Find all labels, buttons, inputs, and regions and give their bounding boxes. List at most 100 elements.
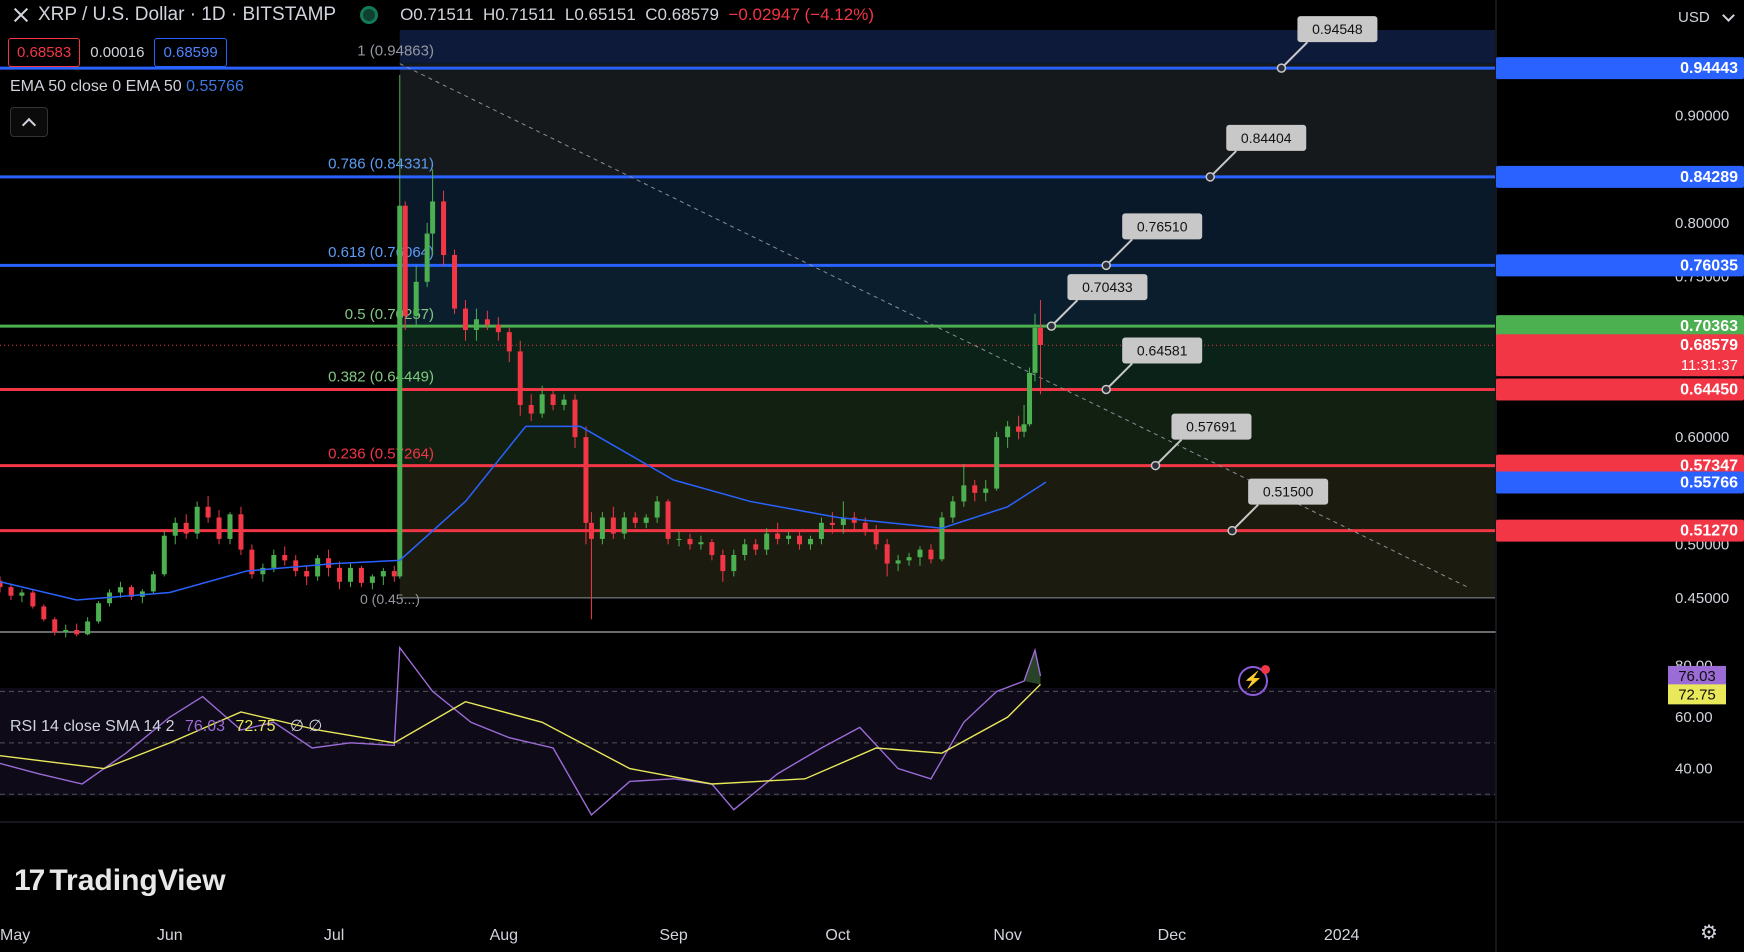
- callout-box: [1067, 274, 1148, 301]
- callout-anchor: [1101, 260, 1111, 271]
- candle-body: [873, 531, 879, 545]
- time-tick-label: Aug: [490, 927, 518, 944]
- candle-body: [506, 332, 512, 352]
- candle-body: [430, 201, 436, 234]
- candle-body: [840, 517, 846, 525]
- callout-box: [1171, 413, 1252, 440]
- candle-body: [1016, 426, 1022, 432]
- candle-body: [96, 603, 102, 622]
- price-tick-label: 0.45000: [1675, 590, 1729, 607]
- candle-body: [550, 394, 556, 405]
- candle-body: [484, 319, 490, 325]
- candle-body: [797, 535, 803, 545]
- gear-icon[interactable]: ⚙: [1700, 922, 1718, 944]
- candle-body: [304, 571, 310, 577]
- price-axis-label-bg: [1496, 454, 1744, 477]
- candle-body: [216, 517, 222, 539]
- currency-selector[interactable]: USD: [1670, 2, 1744, 32]
- candle-body: [643, 517, 649, 523]
- candle-body: [517, 351, 523, 405]
- ema-legend-label: EMA 50 close 0 EMA 50: [10, 78, 182, 95]
- callout-box: [1122, 337, 1203, 364]
- price-tick-label: 0.90000: [1675, 108, 1729, 125]
- candle-body: [528, 405, 534, 414]
- fib-zone: [399, 265, 1495, 328]
- ema50-line: [0, 425, 1047, 601]
- ema-legend[interactable]: EMA 50 close 0 EMA 50 0.55766: [10, 78, 244, 96]
- callout-label: 0.64581: [1137, 342, 1188, 358]
- price-axis-label-bg: [1496, 519, 1744, 542]
- time-tick-label: Nov: [993, 927, 1021, 944]
- price-axis-label-bg: [1496, 471, 1744, 494]
- callout-pointer: [1231, 503, 1259, 532]
- currency-label: USD: [1678, 8, 1710, 26]
- rsi-tick-label: 40.00: [1675, 761, 1713, 778]
- candle-body: [851, 517, 857, 523]
- candle-body: [632, 517, 638, 523]
- candle-body: [1021, 424, 1027, 432]
- candle-body: [895, 560, 901, 564]
- callout-anchor: [1150, 460, 1161, 471]
- price-tick-label: 0.80000: [1675, 215, 1729, 232]
- price-axis-label: 0.68579: [1680, 337, 1738, 354]
- callout-label: 0.84404: [1241, 130, 1292, 146]
- candle-body: [731, 555, 737, 572]
- fib-level-label: 0 (0.45...): [360, 591, 420, 607]
- callout-anchor: [1205, 172, 1215, 182]
- sell-price-button[interactable]: 0.68583: [8, 38, 81, 67]
- candle-body: [588, 522, 594, 539]
- close-icon[interactable]: [12, 6, 30, 24]
- fib-level-label: 0.618 (0.76064): [328, 244, 434, 261]
- callout-label: 0.51500: [1263, 484, 1314, 500]
- candle-body: [347, 567, 353, 582]
- collapse-legend-button[interactable]: [10, 107, 48, 137]
- fib-zone: [399, 63, 1495, 177]
- price-axis-label-bg: [1496, 378, 1744, 401]
- rsi-sma-axis-label-bg: [1668, 684, 1726, 705]
- high-value: H0.71511: [482, 5, 556, 24]
- callout-box: [1122, 213, 1203, 240]
- fib-level-label: 0.236 (0.57264): [328, 445, 434, 462]
- time-tick-label: May: [0, 927, 30, 944]
- candle-body: [561, 399, 567, 405]
- price-axis-label: 0.94443: [1680, 60, 1738, 77]
- candle-body: [742, 544, 748, 555]
- rsi-legend[interactable]: RSI 14 close SMA 14 2 76.03 72.75 ∅ ∅: [10, 716, 322, 736]
- candle-body: [85, 621, 91, 635]
- candle-body: [1032, 327, 1038, 373]
- price-axis-label-bg: [1496, 165, 1744, 188]
- low-value: L0.65151: [564, 5, 636, 24]
- candle-body: [41, 606, 47, 620]
- candle-body: [63, 630, 69, 633]
- price-axis-label-bg: [1496, 315, 1744, 338]
- price-axis-label: 0.84289: [1680, 169, 1738, 186]
- candle-body: [599, 517, 605, 539]
- candle-body: [906, 557, 912, 561]
- tradingview-logo[interactable]: 17 TradingView: [14, 864, 226, 898]
- candle-body: [205, 506, 211, 518]
- time-tick-label: Dec: [1158, 927, 1186, 944]
- trend-line: [399, 63, 1468, 588]
- candle-body: [1027, 372, 1033, 425]
- candle-body: [74, 630, 80, 635]
- candle-body: [950, 501, 956, 518]
- rsi-na-1: ∅: [289, 718, 304, 735]
- ohlc-values: O0.71511 H0.71511 L0.65151 C0.68579 −0.0…: [400, 5, 874, 25]
- candle-body: [495, 324, 501, 333]
- time-tick-label: Sep: [659, 927, 688, 944]
- candle-body: [829, 522, 835, 525]
- chevron-down-icon: [1721, 8, 1735, 22]
- callout-pointer: [1280, 41, 1309, 69]
- buy-price-button[interactable]: 0.68599: [154, 38, 227, 67]
- brand-name: TradingView: [49, 864, 226, 897]
- lightning-icon[interactable]: ⚡: [1238, 665, 1270, 696]
- fib-level-label: 0.5 (0.70257): [345, 306, 434, 323]
- symbol-title[interactable]: XRP / U.S. Dollar · 1D · BITSTAMP: [38, 4, 337, 25]
- candle-body: [698, 542, 704, 545]
- change-value: −0.02947 (−4.12%): [728, 5, 874, 24]
- candle-body: [775, 533, 781, 539]
- rsi-sma-legend-value: 72.75: [235, 718, 276, 735]
- ema-legend-value: 0.55766: [186, 78, 244, 95]
- callout-pointer: [1105, 362, 1133, 391]
